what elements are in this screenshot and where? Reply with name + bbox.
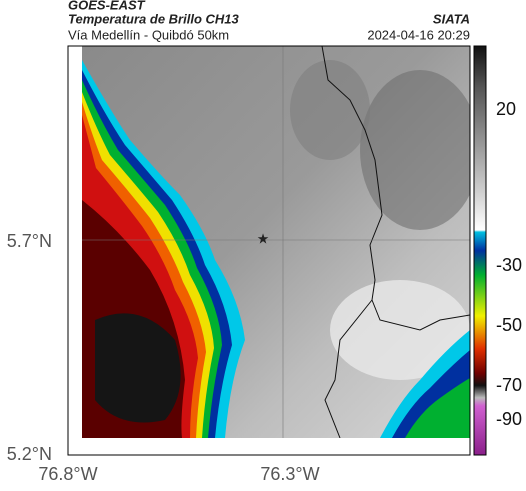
x-tick-label: 76.8°W — [38, 464, 97, 484]
map-frame — [67, 45, 471, 456]
colorbar-label: -90 — [496, 409, 522, 429]
colorbar — [473, 45, 487, 456]
satellite-image: ★ — [82, 46, 470, 438]
y-tick-label: 5.7°N — [7, 231, 52, 251]
source: SIATA — [433, 11, 470, 26]
subtitle: Temperatura de Brillo CH13 — [68, 11, 240, 26]
colorbar-label: -70 — [496, 375, 522, 395]
route: Vía Medellín - Quibdó 50km — [68, 27, 229, 42]
title: GOES-EAST — [68, 0, 146, 12]
svg-text:★: ★ — [257, 231, 270, 247]
x-tick-label: 76.3°W — [260, 464, 319, 484]
datetime: 2024-04-16 20:29 — [367, 27, 470, 42]
colorbar-label: 20 — [496, 99, 516, 119]
colorbar-label: -30 — [496, 255, 522, 275]
y-tick-label: 5.2°N — [7, 444, 52, 464]
colorbar-label: -50 — [496, 315, 522, 335]
